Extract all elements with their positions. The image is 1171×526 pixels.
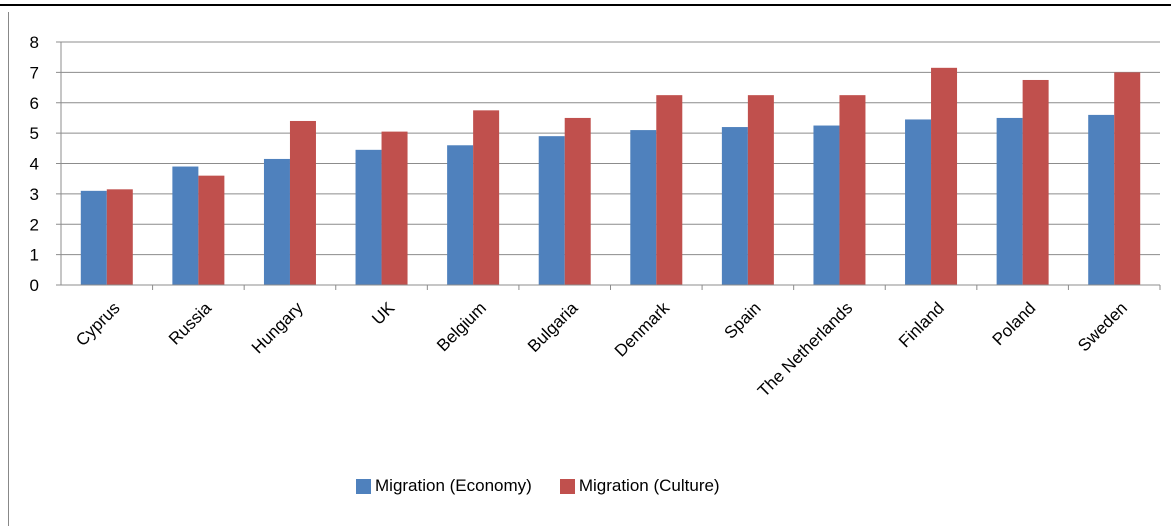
y-tick-label: 1 (30, 246, 39, 265)
bar-culture (106, 189, 133, 285)
bar-economy (355, 149, 382, 285)
bar-culture (839, 95, 866, 285)
bar-culture (1114, 72, 1141, 285)
y-tick-label: 4 (30, 155, 39, 174)
y-tick-label: 5 (30, 124, 39, 143)
bar-economy (538, 136, 565, 285)
x-tick-label: UK (368, 298, 399, 329)
bar-economy (905, 119, 932, 285)
chart-frame (8, 12, 1171, 526)
legend: Migration (Economy) Migration (Culture) (356, 474, 748, 498)
x-tick-label: Poland (989, 298, 1040, 349)
x-tick-label: Cyprus (72, 298, 124, 350)
bar-economy (447, 145, 474, 285)
x-tick-label: Spain (721, 298, 765, 342)
bar-culture (381, 131, 408, 285)
bar-culture (473, 110, 500, 285)
x-tick-label: Denmark (611, 298, 674, 361)
bar-culture (931, 67, 958, 285)
bar-economy (630, 130, 657, 285)
legend-item-culture: Migration (Culture) (559, 476, 720, 496)
legend-swatch-economy (356, 478, 371, 494)
x-tick-label: The Netherlands (754, 298, 856, 400)
y-tick-label: 8 (30, 33, 39, 52)
x-tick-label: Sweden (1074, 298, 1131, 355)
legend-swatch-culture (559, 478, 575, 494)
bar-economy (80, 190, 107, 285)
x-tick-label: Russia (165, 298, 216, 349)
y-tick-label: 7 (30, 63, 39, 82)
legend-label-culture: Migration (Culture) (578, 476, 720, 495)
bar-economy (813, 125, 840, 285)
bars (80, 67, 1141, 286)
gridlines (61, 41, 1160, 256)
x-tick-label: Finland (895, 298, 948, 351)
y-tick-label: 2 (30, 215, 39, 234)
bar-economy (1088, 114, 1115, 286)
legend-label-economy: Migration (Economy) (375, 476, 532, 495)
bar-culture (656, 95, 683, 285)
bar-culture (747, 95, 774, 285)
bar-culture (1022, 79, 1049, 285)
x-tick-label: Hungary (248, 298, 307, 357)
axes (56, 41, 1161, 290)
bar-culture (564, 117, 591, 285)
x-tick-label: Belgium (433, 298, 490, 355)
legend-item-economy: Migration (Economy) (356, 476, 532, 496)
bar-economy (263, 158, 290, 285)
bar-culture (289, 120, 316, 285)
bar-economy (996, 117, 1023, 285)
bar-economy (172, 166, 199, 285)
bar-economy (721, 127, 748, 285)
bar-culture (198, 175, 225, 285)
y-tick-label: 0 (30, 276, 39, 295)
top-border-line (0, 4, 1171, 6)
y-tick-label: 3 (30, 185, 39, 204)
y-tick-label: 6 (30, 94, 39, 113)
x-tick-label: Bulgaria (524, 298, 582, 356)
